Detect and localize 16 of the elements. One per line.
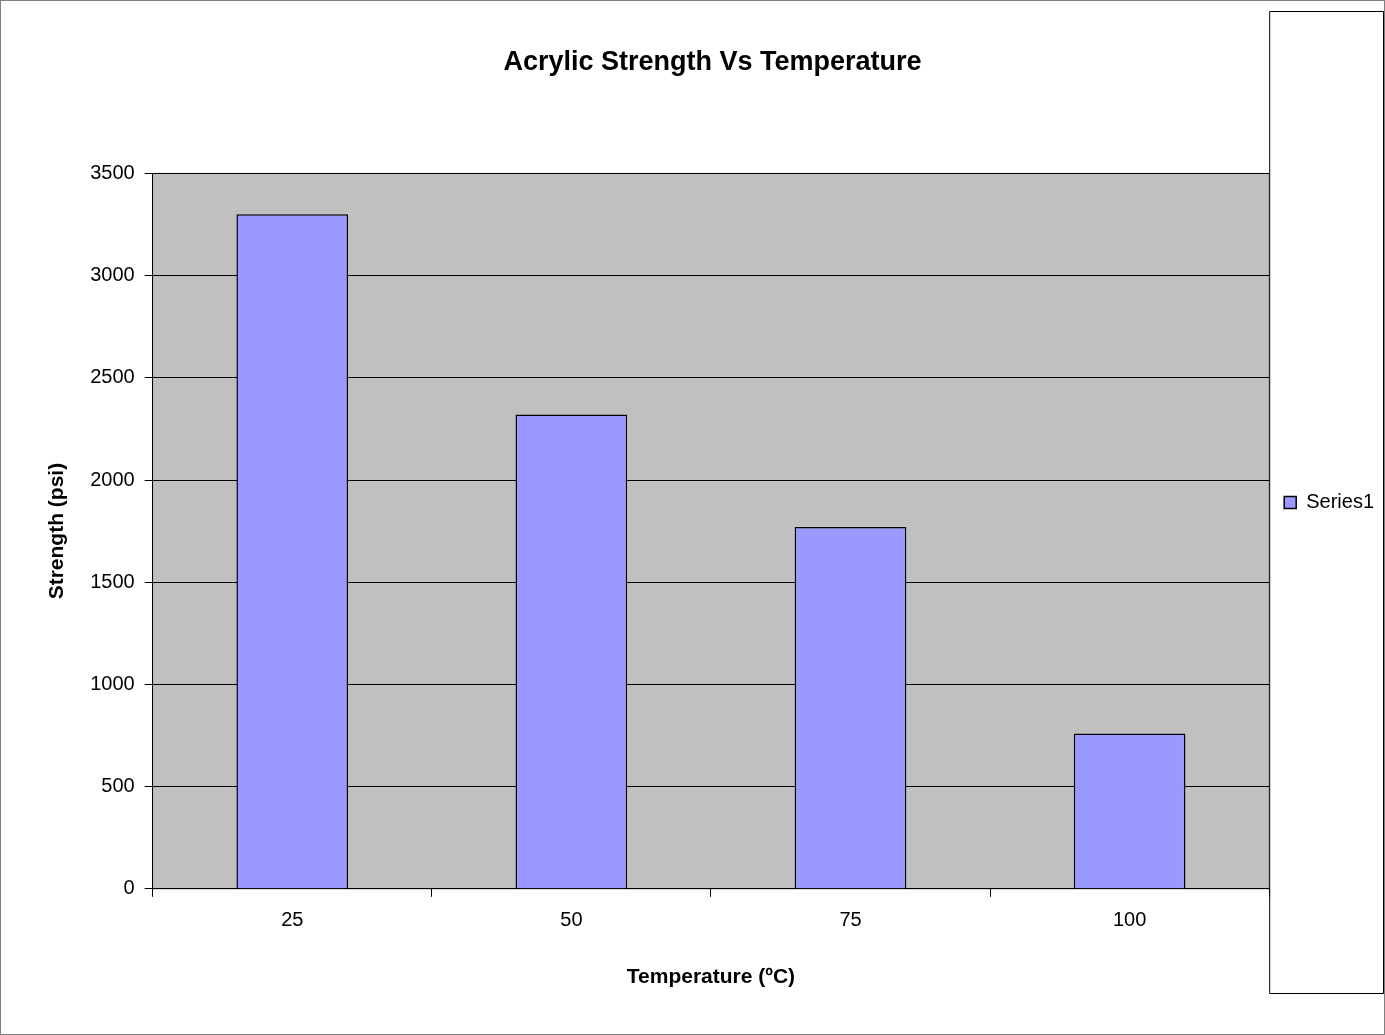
y-tick-label: 3500: [90, 160, 135, 183]
y-tick-label: 1500: [90, 569, 135, 592]
chart-title: Acrylic Strength Vs Temperature: [503, 45, 922, 76]
y-tick-label: 500: [101, 774, 135, 797]
x-tick-label: 50: [560, 908, 583, 931]
legend-label: Series1: [1306, 490, 1374, 513]
y-tick-label: 0: [123, 876, 135, 899]
x-tick-label: 25: [281, 908, 304, 931]
y-tick-label: 2500: [90, 365, 135, 388]
x-axis-title: Temperature (ºC): [626, 964, 796, 988]
y-tick-label: 1000: [90, 671, 135, 694]
x-tick-label: 100: [1112, 908, 1147, 931]
y-tick-label: 3000: [90, 263, 135, 286]
y-tick-label: 2000: [90, 467, 135, 490]
y-axis-title: Strength (psi): [44, 462, 68, 600]
x-tick-label: 75: [839, 908, 862, 931]
